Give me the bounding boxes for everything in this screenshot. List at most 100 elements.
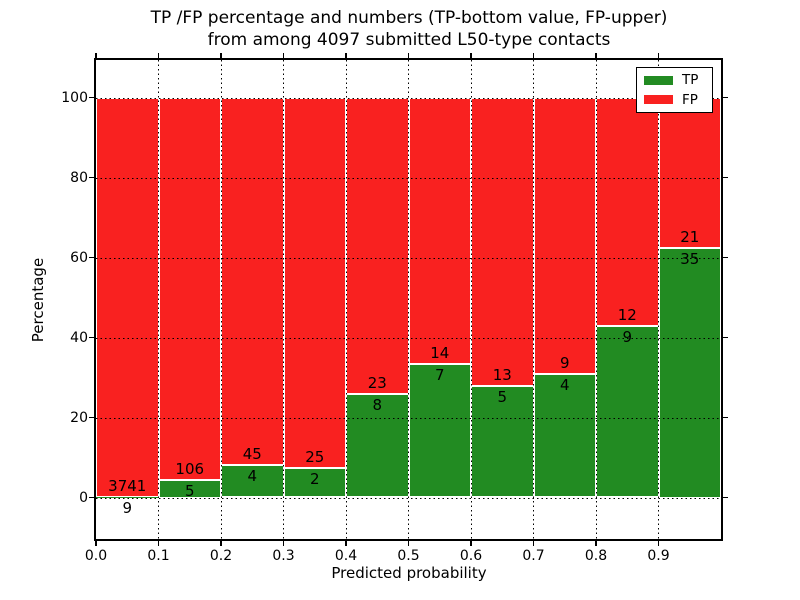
tick-x-bottom-0.6 xyxy=(470,541,472,546)
legend-swatch-fp xyxy=(644,95,673,105)
bar-count-label-fp-6: 13 xyxy=(492,366,512,385)
bar-count-label-tp-3: 2 xyxy=(309,469,320,488)
bar-count-label-fp-1: 106 xyxy=(175,459,205,478)
tick-x-bottom-0.2 xyxy=(220,541,222,546)
bar-segment-fp-5 xyxy=(408,97,471,365)
legend-item-tp: TP xyxy=(644,71,705,89)
gridline-v-0.8 xyxy=(595,60,597,539)
bar-count-label-fp-5: 14 xyxy=(430,344,450,363)
x-tick-label-0.9: 0.9 xyxy=(647,548,670,564)
tick-y-right-40 xyxy=(723,336,728,339)
bar-segment-fp-1 xyxy=(158,97,221,480)
tick-x-top-0.1 xyxy=(157,53,160,58)
bar-segment-tp-6 xyxy=(471,386,534,498)
tick-y-left-80 xyxy=(89,176,94,179)
gridline-v-0.2 xyxy=(220,60,222,539)
y-tick-label-100: 100 xyxy=(61,89,88,106)
tick-x-top-0.7 xyxy=(532,53,535,58)
legend-swatch-tp xyxy=(644,75,673,85)
x-tick-label-0.1: 0.1 xyxy=(147,548,170,564)
bar-segment-fp-9 xyxy=(658,97,721,248)
bar-count-label-fp-2: 45 xyxy=(242,444,262,463)
gridline-v-0.7 xyxy=(533,60,534,539)
tick-x-top-0.8 xyxy=(595,53,597,58)
bar-segment-tp-9 xyxy=(658,247,721,498)
tick-y-right-60 xyxy=(723,256,728,259)
gridline-v-0.1 xyxy=(158,60,159,539)
bar-segment-fp-3 xyxy=(283,97,346,468)
bar-segment-tp-4 xyxy=(346,394,409,498)
bar-count-label-fp-8: 12 xyxy=(617,306,637,325)
y-tick-label-0: 0 xyxy=(79,489,88,506)
tick-x-top-0.9 xyxy=(657,53,660,58)
tick-y-left-20 xyxy=(89,416,94,419)
bar-segment-tp-8 xyxy=(596,326,659,498)
tick-x-bottom-0 xyxy=(95,541,97,546)
bar-segment-tp-5 xyxy=(408,364,471,498)
bar-segment-fp-8 xyxy=(596,97,659,327)
tick-y-left-100 xyxy=(89,96,94,99)
bar-count-label-fp-0: 3741 xyxy=(108,476,147,495)
bar-count-label-tp-7: 4 xyxy=(559,376,570,395)
chart-title: TP /FP percentage and numbers (TP-bottom… xyxy=(96,7,722,51)
bar-count-label-tp-6: 5 xyxy=(497,388,508,407)
bar-count-label-tp-1: 5 xyxy=(184,481,195,500)
bar-count-label-fp-9: 21 xyxy=(680,227,700,246)
x-tick-label-0.7: 0.7 xyxy=(522,548,545,564)
y-tick-label-20: 20 xyxy=(70,409,88,426)
tick-x-top-0.3 xyxy=(282,53,285,58)
legend-label-tp: TP xyxy=(682,72,699,89)
x-tick-label-0.4: 0.4 xyxy=(334,548,358,564)
tick-x-top-0.6 xyxy=(470,53,472,58)
legend-item-fp: FP xyxy=(644,91,705,109)
tick-x-bottom-0.4 xyxy=(345,541,347,546)
tick-y-left-40 xyxy=(89,336,94,339)
gridline-v-0.5 xyxy=(408,60,409,539)
x-tick-label-0.6: 0.6 xyxy=(459,548,483,564)
bar-count-label-fp-7: 9 xyxy=(559,354,570,373)
legend-label-fp: FP xyxy=(682,91,698,108)
bar-count-label-fp-3: 25 xyxy=(305,447,325,466)
tick-x-bottom-0.3 xyxy=(282,541,285,546)
bar-count-label-tp-8: 9 xyxy=(622,328,633,347)
tick-y-right-0 xyxy=(723,496,728,499)
bar-count-label-tp-2: 4 xyxy=(247,466,258,485)
tick-y-left-60 xyxy=(89,256,94,259)
tick-y-right-100 xyxy=(723,96,728,99)
tick-x-bottom-0.9 xyxy=(657,541,660,546)
x-tick-label-0: 0.0 xyxy=(84,548,108,564)
x-tick-label-0.3: 0.3 xyxy=(272,548,295,564)
x-axis-label: Predicted probability xyxy=(331,564,487,582)
tick-x-top-0.5 xyxy=(407,53,410,58)
x-tick-label-0.5: 0.5 xyxy=(397,548,420,564)
chart-title-line1: TP /FP percentage and numbers (TP-bottom… xyxy=(150,8,668,28)
bar-count-label-tp-9: 35 xyxy=(680,249,700,268)
tick-y-right-80 xyxy=(723,176,728,179)
gridline-v-0.3 xyxy=(283,60,284,539)
bar-segment-tp-0 xyxy=(96,496,159,498)
bar-count-label-fp-4: 23 xyxy=(367,374,387,393)
bar-count-label-tp-5: 7 xyxy=(434,366,445,385)
tick-x-bottom-0.8 xyxy=(595,541,597,546)
x-tick-label-0.8: 0.8 xyxy=(584,548,608,564)
plot-area: TP FP 3741 9 106 5 45 4 25 2 23 8 14 7 13 5 9 4 12 9 21 35 xyxy=(94,58,723,541)
y-tick-label-60: 60 xyxy=(70,249,88,266)
bar-segment-fp-7 xyxy=(533,97,596,375)
tick-x-bottom-0.1 xyxy=(157,541,160,546)
gridline-v-0.4 xyxy=(345,60,347,539)
y-axis-label: Percentage xyxy=(29,257,47,343)
tick-x-bottom-0.7 xyxy=(532,541,535,546)
bar-segment-tp-2 xyxy=(221,464,284,498)
bar-segment-fp-4 xyxy=(346,97,409,395)
bar-count-label-tp-4: 8 xyxy=(372,396,383,415)
legend: TP FP xyxy=(636,67,713,113)
y-tick-label-80: 80 xyxy=(70,169,88,186)
bar-count-label-tp-0: 9 xyxy=(122,498,133,517)
tick-y-left-0 xyxy=(89,496,94,499)
tick-y-right-20 xyxy=(723,416,728,419)
tick-x-top-0.2 xyxy=(220,53,222,58)
bar-segment-fp-0 xyxy=(96,97,159,497)
gridline-v-0.6 xyxy=(470,60,472,539)
tick-x-top-0.4 xyxy=(345,53,347,58)
